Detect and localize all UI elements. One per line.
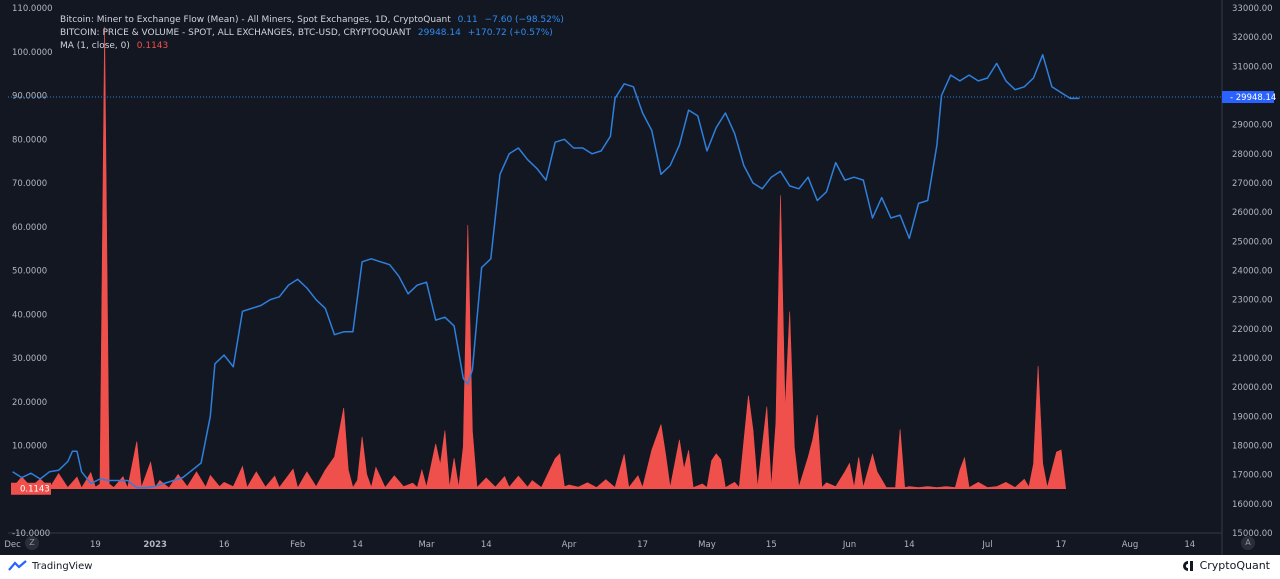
left-axis-tick-7: 70.0000 — [12, 179, 47, 189]
right-price-badge-label: - 29948.14 — [1230, 93, 1276, 103]
legend-flow-change: −7.60 (−98.52%) — [484, 15, 564, 25]
x-axis-tick-16: Aug — [1122, 540, 1139, 550]
right-axis-tick-14: 29000.00 — [1232, 121, 1273, 131]
legend-ma[interactable]: MA (1, close, 0) 0.1143 — [60, 40, 564, 53]
x-axis-tick-12: Jun — [842, 540, 856, 550]
left-axis-tick-11: 110.0000 — [12, 4, 53, 14]
x-axis-tick-10: May — [698, 540, 716, 550]
x-axis-tick-3: 16 — [219, 540, 230, 550]
legend-price[interactable]: BITCOIN: PRICE & VOLUME - SPOT, ALL EXCH… — [60, 27, 564, 40]
legend-ma-label: MA (1, close, 0) — [60, 41, 130, 51]
tradingview-logo[interactable]: TradingView — [8, 560, 92, 572]
right-axis-tick-11: 26000.00 — [1232, 208, 1273, 218]
right-axis-tick-10: 25000.00 — [1232, 237, 1273, 247]
right-axis-tick-6: 21000.00 — [1232, 354, 1273, 364]
cryptoquant-label: CryptoQuant — [1199, 559, 1270, 572]
legend-price-change: +170.72 (+0.57%) — [467, 28, 553, 38]
right-axis-tick-3: 18000.00 — [1232, 442, 1273, 452]
left-axis-tick-10: 100.0000 — [12, 48, 53, 58]
tradingview-icon — [8, 560, 27, 571]
x-axis-tick-5: 14 — [352, 540, 363, 550]
left-axis-tick-1: 10.0000 — [12, 442, 47, 452]
x-axis-tick-1: 19 — [90, 540, 101, 550]
right-axis-tick-9: 24000.00 — [1232, 267, 1273, 277]
right-axis-tick-18: 33000.00 — [1232, 4, 1273, 14]
x-axis-tick-0: Dec — [4, 540, 21, 550]
right-axis-tick-13: 28000.00 — [1232, 150, 1273, 160]
right-axis-tick-5: 20000.00 — [1232, 383, 1273, 393]
left-axis-tick-5: 50.0000 — [12, 267, 47, 277]
x-axis-tick-2: 2023 — [143, 540, 167, 550]
x-axis-tick-6: Mar — [418, 540, 435, 550]
legend-flow-label: Bitcoin: Miner to Exchange Flow (Mean) -… — [60, 15, 451, 25]
x-axis-tick-9: 17 — [637, 540, 648, 550]
legend-ma-value: 0.1143 — [136, 41, 169, 51]
flow-area-series — [12, 26, 1067, 489]
footer: TradingView CryptoQuant — [0, 555, 1280, 579]
right-axis-tick-16: 31000.00 — [1232, 62, 1273, 72]
price-line-series — [12, 53, 1080, 489]
left-axis-tick-8: 80.0000 — [12, 135, 47, 145]
right-price-badge — [1222, 91, 1274, 104]
chart-legend: Bitcoin: Miner to Exchange Flow (Mean) -… — [60, 14, 564, 53]
left-axis-tick-9: 90.0000 — [12, 92, 47, 102]
left-axis-tick-4: 40.0000 — [12, 310, 47, 320]
legend-flow[interactable]: Bitcoin: Miner to Exchange Flow (Mean) -… — [60, 14, 564, 27]
left-axis-tick-2: 20.0000 — [12, 398, 47, 408]
right-axis-tick-4: 19000.00 — [1232, 412, 1273, 422]
legend-price-label: BITCOIN: PRICE & VOLUME - SPOT, ALL EXCH… — [60, 28, 412, 38]
x-axis-tick-13: 14 — [904, 540, 915, 550]
timezone-button[interactable]: Z — [25, 536, 39, 550]
cryptoquant-logo: CryptoQuant — [1182, 559, 1270, 572]
left-axis-tick-6: 60.0000 — [12, 223, 47, 233]
right-axis-tick-17: 32000.00 — [1232, 33, 1273, 43]
x-axis-tick-4: Feb — [290, 540, 305, 550]
x-axis-tick-15: 17 — [1056, 540, 1067, 550]
auto-scale-button[interactable]: A — [1241, 536, 1255, 550]
right-axis-tick-0: 15000.00 — [1232, 529, 1273, 539]
left-value-badge-label: 0.1143 — [20, 485, 50, 495]
right-axis-tick-8: 23000.00 — [1232, 296, 1273, 306]
time-axis-background — [8, 533, 1222, 553]
x-axis-tick-14: Jul — [981, 540, 992, 550]
right-axis-tick-2: 17000.00 — [1232, 471, 1273, 481]
chart-background — [0, 0, 1280, 555]
legend-price-value: 29948.14 — [417, 28, 461, 38]
x-axis-tick-7: 14 — [481, 540, 492, 550]
tradingview-label: TradingView — [32, 560, 93, 572]
x-axis-tick-17: 14 — [1184, 540, 1195, 550]
chart-canvas[interactable]: -10.0000 10.0000 20.0000 30.0000 40.0000 50.0… — [0, 0, 1280, 555]
right-axis-tick-1: 16000.00 — [1232, 500, 1273, 510]
right-axis-tick-7: 22000.00 — [1232, 325, 1273, 335]
left-axis-tick-0: -10.0000 — [12, 529, 50, 539]
x-axis-tick-11: 15 — [766, 540, 777, 550]
x-axis-tick-8: Apr — [562, 540, 577, 550]
left-value-badge — [11, 482, 51, 495]
legend-flow-value: 0.11 — [457, 15, 478, 25]
left-axis-tick-3: 30.0000 — [12, 354, 47, 364]
cryptoquant-icon — [1182, 560, 1193, 571]
right-axis-tick-12: 27000.00 — [1232, 179, 1273, 189]
